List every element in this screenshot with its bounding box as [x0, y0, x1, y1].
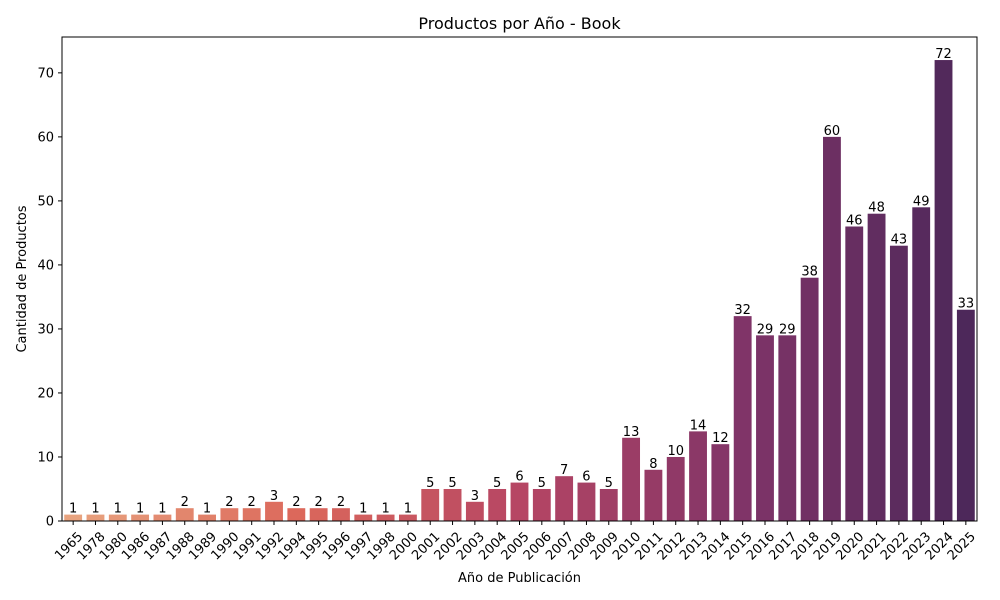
bar-2006: [532, 488, 551, 521]
bar-value-label: 1: [69, 502, 77, 517]
bar-value-label: 5: [448, 476, 456, 491]
plot-frame: [61, 36, 978, 522]
bar-value-label: 6: [515, 470, 523, 485]
bar-value-label: 48: [868, 201, 885, 216]
y-tick-label: 10: [37, 450, 54, 465]
bar-value-label: 43: [891, 233, 908, 248]
bar-value-label: 5: [426, 476, 434, 491]
bar-1991: [242, 508, 261, 521]
bar-2025: [956, 309, 975, 521]
bar-2015: [733, 316, 752, 521]
bar-2004: [488, 488, 507, 521]
bar-value-label: 2: [337, 495, 345, 510]
bar-value-label: 32: [734, 303, 751, 318]
bar-value-label: 5: [538, 476, 546, 491]
y-tick-label: 20: [37, 386, 54, 401]
bar-2010: [622, 437, 641, 521]
bar-2023: [912, 207, 931, 521]
bar-value-label: 1: [114, 502, 122, 517]
y-axis: 0 10 20 30 40 50 60 70: [37, 66, 62, 530]
bar-value-label: 46: [846, 214, 863, 229]
bar-value-label: 1: [404, 502, 412, 517]
bar-1978: [86, 514, 105, 521]
bar-2013: [689, 431, 707, 521]
bar-1996: [332, 508, 350, 521]
bar-2007: [555, 476, 574, 521]
bar-value-label: 1: [91, 502, 99, 517]
bar-2011: [644, 469, 663, 521]
bar-value-label: 1: [158, 502, 166, 517]
bar-1995: [309, 508, 328, 521]
bar-2009: [599, 488, 618, 521]
bar-1965: [64, 514, 83, 521]
bar-2016: [756, 335, 774, 521]
bar-2014: [711, 444, 730, 521]
bar-value-label: 5: [493, 476, 501, 491]
bar-2012: [666, 456, 685, 521]
x-axis: 1965197819801986198719881989199019911992…: [52, 521, 979, 563]
bar-value-label: 12: [712, 431, 729, 446]
bar-value-label: 38: [801, 265, 818, 280]
bar-2018: [800, 277, 819, 521]
bar-value-label: 1: [136, 502, 144, 517]
bar-1998: [376, 514, 395, 521]
bar-2008: [577, 482, 596, 521]
bar-value-label: 8: [649, 457, 657, 472]
bar-value-label: 60: [824, 124, 841, 139]
y-tick-label: 30: [37, 322, 54, 337]
bar-1994: [287, 508, 306, 521]
y-tick-label: 70: [37, 66, 54, 81]
bar-1997: [354, 514, 373, 521]
bar-2005: [510, 482, 529, 521]
y-tick-label: 0: [46, 515, 54, 530]
bar-value-label: 29: [779, 322, 796, 337]
bar-value-label: 10: [667, 444, 684, 459]
bar-value-label: 2: [248, 495, 256, 510]
bar-2024: [934, 60, 953, 522]
bar-2017: [778, 335, 797, 521]
bar-value-label: 33: [958, 297, 975, 312]
y-tick-label: 50: [37, 194, 54, 209]
bar-value-label: 29: [757, 322, 774, 337]
bar-value-label: 14: [690, 418, 707, 433]
bar-1990: [220, 508, 239, 521]
bar-1986: [131, 514, 150, 521]
bar-value-label: 6: [582, 470, 590, 485]
bar-value-label: 1: [381, 502, 389, 517]
bar-1988: [175, 508, 194, 521]
x-axis-label: Año de Publicación: [458, 571, 581, 586]
bar-1987: [153, 514, 172, 521]
y-tick-label: 40: [37, 258, 54, 273]
bar-2000: [398, 514, 417, 521]
bar-value-label: 72: [935, 47, 952, 62]
bar-1992: [265, 501, 283, 521]
bar-2021: [867, 213, 886, 521]
bar-1989: [198, 514, 216, 521]
bar-2003: [465, 501, 484, 521]
bar-value-label: 7: [560, 463, 568, 478]
chart-title: Productos por Año - Book: [418, 14, 621, 33]
bar-2001: [421, 488, 440, 521]
bar-value-label: 3: [471, 489, 479, 504]
bar-value-label: 49: [913, 194, 930, 209]
bar-value-label: 13: [623, 425, 640, 440]
y-axis-label: Cantidad de Productos: [15, 205, 30, 352]
bar-value-label: 2: [315, 495, 323, 510]
bar-value-label: 1: [359, 502, 367, 517]
bar-value-label: 2: [181, 495, 189, 510]
bar-value-label: 3: [270, 489, 278, 504]
bar-2002: [443, 488, 462, 521]
bar-value-label: 2: [292, 495, 300, 510]
bar-2019: [823, 136, 841, 521]
bars-group: [64, 60, 975, 522]
bar-2022: [889, 245, 908, 522]
bar-2020: [845, 226, 864, 522]
bar-1980: [108, 514, 127, 521]
bar-value-label: 2: [225, 495, 233, 510]
bar-value-label: 1: [203, 502, 211, 517]
bar-value-label: 5: [605, 476, 613, 491]
y-tick-label: 60: [37, 130, 54, 145]
